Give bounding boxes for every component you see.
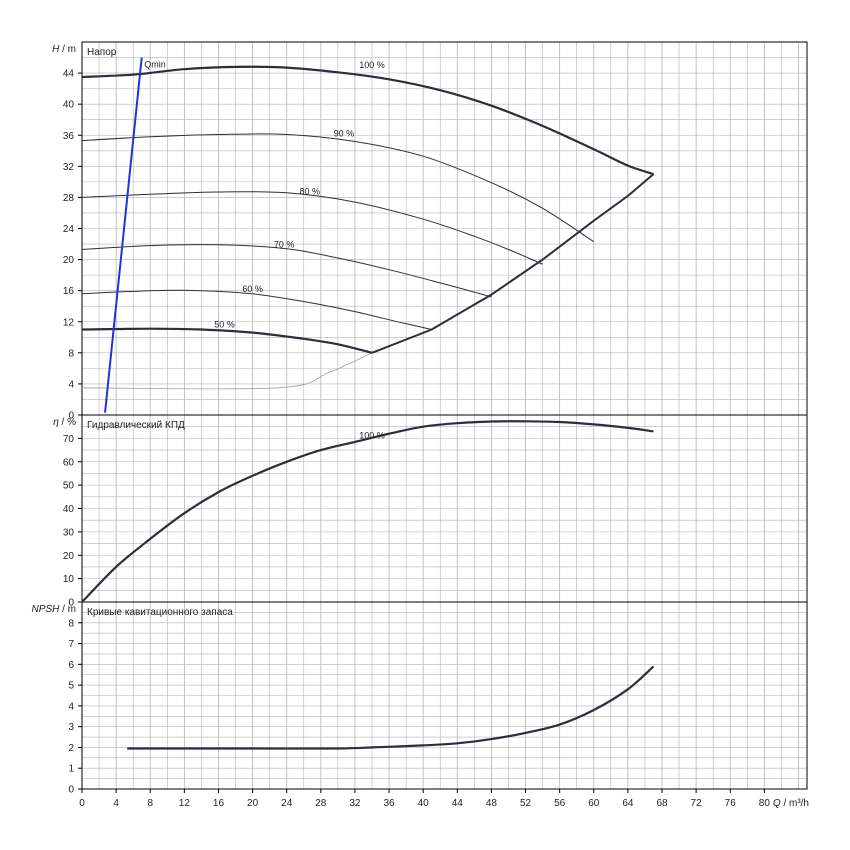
x-tick-label: 80 [759,798,771,809]
y-tick-label: 8 [68,348,74,359]
y-tick-label: 8 [68,618,74,629]
y-tick-label: 1 [68,764,74,775]
x-tick-label: 76 [725,798,737,809]
head-series-label: 80 % [300,187,321,197]
y-tick-label: 20 [63,551,75,562]
x-tick-label: 28 [315,798,327,809]
x-tick-label: 36 [383,798,395,809]
head-series-label: 90 % [334,128,355,138]
x-tick-label: 44 [452,798,464,809]
panel-title: Напор [87,47,117,58]
x-tick-label: 20 [247,798,259,809]
y-tick-label: 4 [68,379,74,390]
y-tick-label: 44 [63,69,75,80]
x-tick-label: 40 [418,798,430,809]
x-tick-label: 48 [486,798,498,809]
y-tick-label: 0 [68,598,74,609]
y-tick-label: 32 [63,162,75,173]
y-tick-label: 36 [63,131,75,142]
y-tick-label: 7 [68,639,74,650]
panel-title: Гидравлический КПД [87,420,185,431]
head-curve-90-percent [81,133,595,243]
y-tick-label: 4 [68,701,74,712]
npsh-curve [127,665,655,750]
panel-title: Кривые кавитационного запаса [87,607,233,618]
x-tick-label: 32 [349,798,361,809]
y-axis-label: η / % [53,417,76,428]
y-tick-label: 5 [68,681,74,692]
y-tick-label: 50 [63,481,75,492]
y-tick-label: 0 [68,785,74,796]
x-tick-label: 16 [213,798,225,809]
min-speed-extension-line [81,352,373,390]
head-curve-60-percent [81,289,432,330]
y-tick-label: 3 [68,722,74,733]
x-tick-label: 4 [113,798,119,809]
y-tick-label: 2 [68,743,74,754]
efficiency-curve [81,420,654,603]
y-tick-label: 40 [63,504,75,515]
head-series-label: 60 % [242,284,263,294]
y-tick-label: 28 [63,193,75,204]
qmin-label: Qmin [144,60,166,70]
y-tick-label: 30 [63,527,75,538]
y-tick-label: 20 [63,255,75,266]
head-series-label: 50 % [214,320,235,330]
panel-frames [78,41,808,793]
x-tick-label: 24 [281,798,293,809]
head-curve-100-percent [81,65,654,176]
y-tick-label: 70 [63,434,75,445]
qmin-line [104,57,143,413]
x-tick-label: 72 [691,798,703,809]
y-tick-label: 10 [63,574,75,585]
panel-frame [81,601,808,790]
x-axis-label: Q / m³/h [773,798,809,809]
x-tick-label: 56 [554,798,566,809]
x-tick-label: 12 [179,798,191,809]
y-tick-label: 24 [63,224,75,235]
y-tick-label: 12 [63,317,75,328]
x-tick-label: 64 [622,798,634,809]
head-curve-70-percent [81,244,492,298]
y-tick-label: 60 [63,457,75,468]
y-tick-label: 40 [63,100,75,111]
head-series-label: 100 % [359,60,385,70]
y-axis-label: H / m [52,44,76,55]
x-tick-label: 60 [588,798,600,809]
efficiency-series-label: 100 % [359,431,385,441]
y-tick-label: 6 [68,660,74,671]
max-flow-envelope-line [371,173,655,354]
x-tick-label: 52 [520,798,532,809]
y-tick-label: 0 [68,411,74,422]
y-axis-label: NPSH / m [32,604,76,615]
head-curve-80-percent [81,191,543,265]
head-curve-50-percent [81,327,373,354]
y-tick-label: 16 [63,286,75,297]
x-tick-label: 8 [147,798,153,809]
x-tick-label: 0 [79,798,85,809]
head-series-label: 70 % [274,239,295,249]
x-tick-label: 68 [656,798,668,809]
chart-curves [81,57,655,750]
